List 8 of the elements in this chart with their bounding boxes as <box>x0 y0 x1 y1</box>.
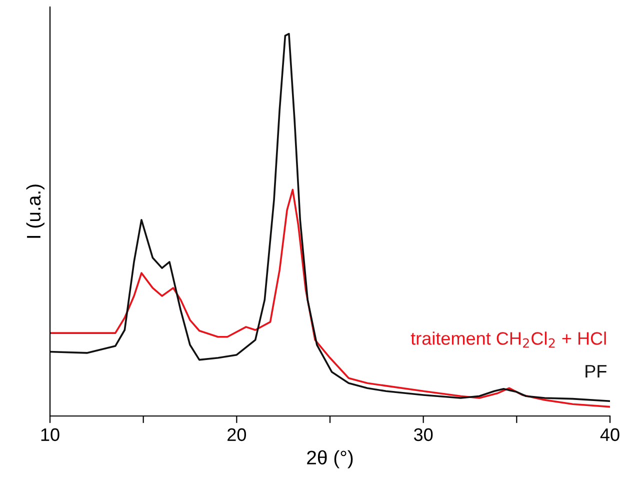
x-axis-title: 2θ (°) <box>307 450 353 468</box>
x-tick-label: 10 <box>41 428 60 442</box>
series-label: PF <box>586 365 606 378</box>
x-tick-label: 40 <box>600 428 620 442</box>
y-axis-title: I (u.a.) <box>26 184 44 238</box>
x-tick-label: 20 <box>228 428 246 442</box>
x-tick-label: 30 <box>414 428 433 442</box>
text: traitement CH$_{2}$Cl$_{2}$ + HCl <box>410 332 606 348</box>
